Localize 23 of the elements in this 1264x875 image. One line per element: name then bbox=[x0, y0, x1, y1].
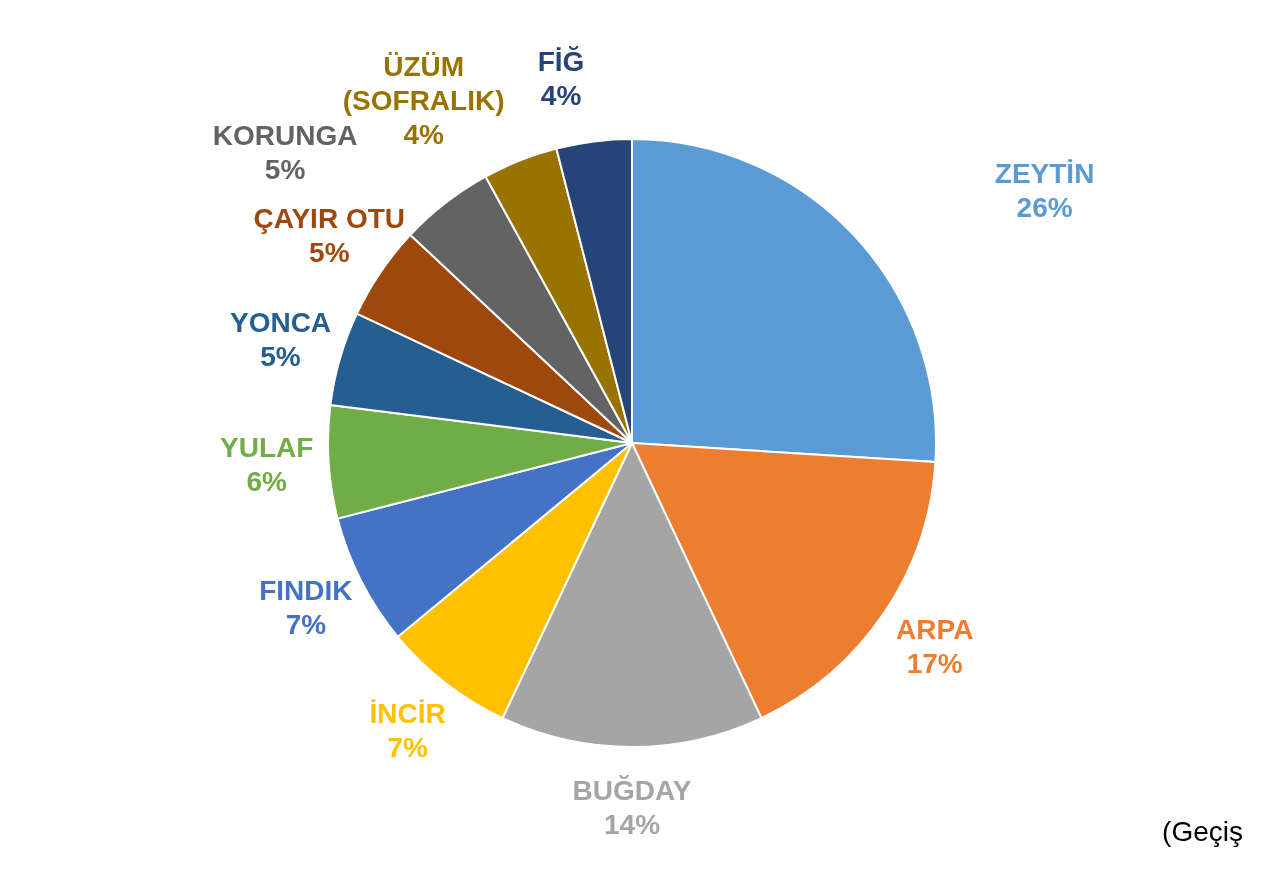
data-label: 5% bbox=[260, 340, 301, 372]
data-label: 6% bbox=[246, 465, 288, 497]
data-label: 5% bbox=[309, 237, 350, 268]
data-label: 4% bbox=[403, 119, 444, 151]
data-label: 14% bbox=[603, 808, 661, 840]
slice-label: YONCA bbox=[229, 306, 332, 338]
data-label: 7% bbox=[387, 731, 429, 763]
slice-label: KORUNGA bbox=[212, 119, 358, 151]
slice-label: FINDIK bbox=[259, 574, 353, 606]
text: (Geçiş bbox=[1162, 815, 1243, 847]
slice-label: FİĞ bbox=[537, 45, 585, 77]
data-label: 5% bbox=[264, 153, 306, 185]
slice-label: ZEYTİN bbox=[994, 158, 1095, 190]
slice-label: ÜZÜM (SOFRALIK) bbox=[342, 51, 505, 117]
data-label: 7% bbox=[285, 608, 327, 640]
slice-label: ARPA bbox=[896, 614, 974, 646]
slice-label: BUĞDAY bbox=[572, 774, 692, 806]
data-label: 26% bbox=[1016, 192, 1073, 224]
data-label: 4% bbox=[540, 79, 582, 111]
slice-label: ÇAYIR OTU bbox=[253, 203, 406, 234]
slice-label: İNCİR bbox=[369, 697, 446, 729]
data-label: 17% bbox=[906, 648, 963, 680]
slice-label: YULAF bbox=[220, 431, 314, 463]
